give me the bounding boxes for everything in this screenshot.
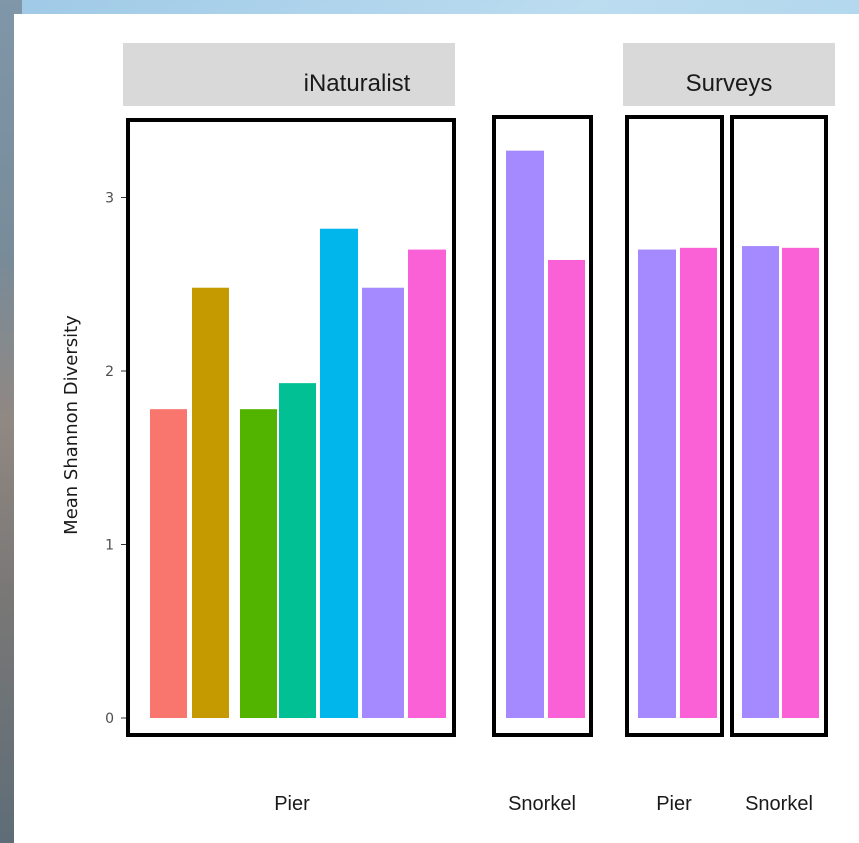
bar-inaturalist-pier-3 — [240, 409, 277, 718]
facet-strip-surveys — [623, 43, 835, 106]
group-box-surveys-snorkel — [730, 115, 828, 737]
y-axis-ticks: 0 1 2 3 — [105, 191, 127, 727]
bar-inaturalist-snorkel-1 — [506, 150, 544, 718]
y-axis-title: Mean Shannon Diversity — [61, 315, 82, 535]
bar-inaturalist-pier-5 — [320, 228, 358, 719]
bars-layer — [150, 150, 819, 719]
y-tick-label: 3 — [105, 191, 114, 207]
x-label-surveys-pier: Pier — [656, 793, 692, 815]
facet-strip-inaturalist — [123, 43, 455, 106]
bar-inaturalist-pier-2 — [192, 287, 229, 718]
y-tick-label: 0 — [105, 711, 114, 727]
facet-label-inaturalist: iNaturalist — [304, 70, 411, 97]
y-tick-label: 2 — [105, 364, 114, 380]
bar-surveys-pier-1 — [638, 249, 676, 719]
x-label-inaturalist-snorkel: Snorkel — [508, 793, 576, 815]
bar-inaturalist-pier-1 — [150, 409, 187, 718]
bar-surveys-snorkel-1 — [742, 246, 779, 718]
bar-inaturalist-pier-4 — [279, 383, 316, 718]
group-box-inaturalist-pier — [126, 118, 456, 737]
bar-inaturalist-pier-7 — [408, 249, 446, 719]
y-tick-label: 1 — [105, 538, 114, 554]
bar-surveys-pier-2 — [680, 247, 717, 718]
x-label-surveys-snorkel: Snorkel — [745, 793, 813, 815]
facet-label-surveys: Surveys — [686, 70, 773, 97]
bar-surveys-snorkel-2 — [782, 247, 819, 718]
group-box-inaturalist-snorkel — [492, 115, 593, 737]
x-label-inaturalist-pier: Pier — [274, 793, 310, 815]
group-box-surveys-pier — [625, 115, 724, 737]
bar-inaturalist-pier-6 — [362, 287, 404, 718]
bar-inaturalist-snorkel-2 — [548, 259, 585, 718]
